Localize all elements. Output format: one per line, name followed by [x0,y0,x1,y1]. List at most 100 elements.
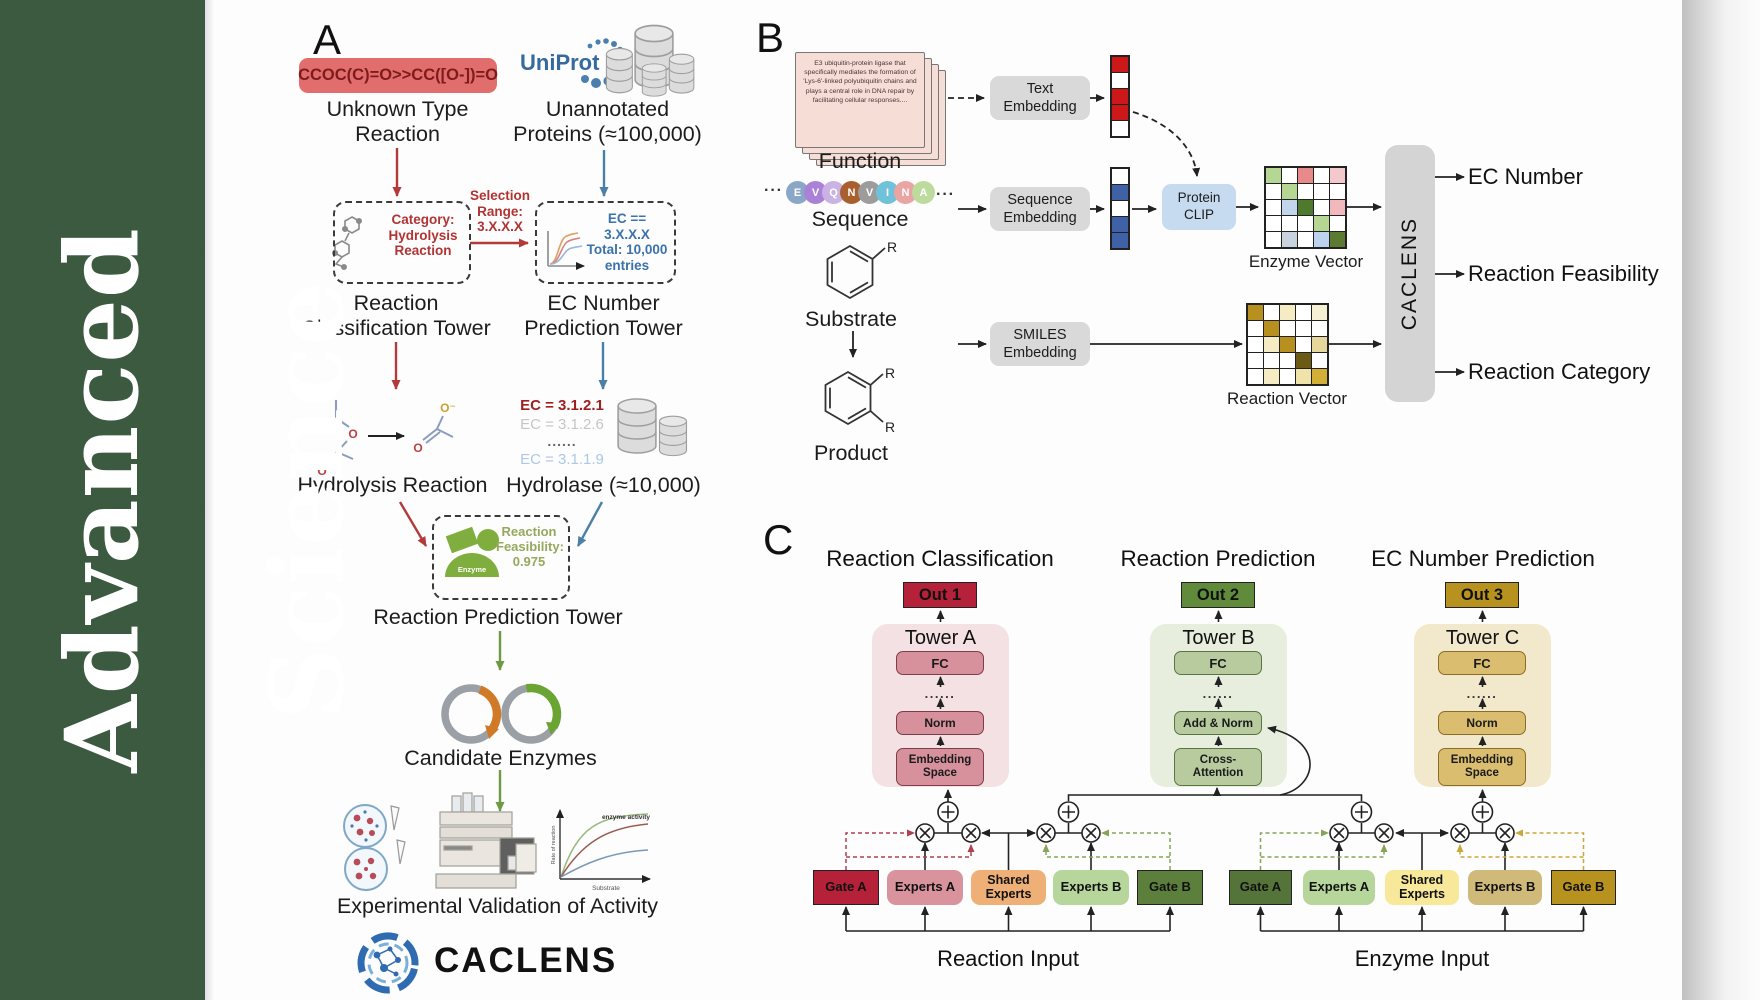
sequence-label: Sequence [811,207,909,231]
candidate-enzymes-label: Candidate Enzymes [404,746,597,770]
ec-prediction-dashed-box [535,201,676,284]
sequence-ellipsis-left: ··· [764,182,783,199]
sequence-embedding-box: Sequence Embedding [990,187,1090,231]
panel-c-label: C [763,516,794,563]
residue-A: A [912,181,935,204]
matrix-cell [1314,232,1329,247]
matrix-cell [1266,216,1281,231]
vector-cell [1112,89,1128,104]
residue-Q: Q [822,181,845,204]
function-card-front: E3 ubiquitin-protein ligase that specifi… [795,52,925,148]
tower-c-dots: ...... [1466,686,1498,701]
multiply-node-icon [961,823,981,843]
matrix-cell [1312,369,1327,384]
multiply-node-icon [1450,823,1470,843]
smiles-reaction-pill: CCOC(C)=O>>CC([O-])=O [298,58,498,93]
reaction-prediction-tower-label: Reaction Prediction Tower [373,605,623,629]
matrix-cell [1280,337,1295,352]
function-card-text: E3 ubiquitin-protein ligase that specifi… [803,60,917,104]
matrix-cell [1248,353,1263,368]
tower-b-dots: ...... [1202,686,1234,701]
output-ec-number: EC Number [1468,164,1583,189]
matrix-cell [1296,369,1311,384]
text-embedding-box: Text Embedding [990,76,1090,120]
tower-c-name: Tower C [1445,627,1520,649]
enzyme-input-label: Enzyme Input [1354,946,1490,971]
output-reaction-feasibility: Reaction Feasibility [1468,261,1659,286]
reaction-experts-a: Experts A [887,870,963,905]
matrix-cell [1296,321,1311,336]
add-node-icon [1350,801,1373,823]
vector-cell [1112,121,1128,136]
residue-V: V [804,181,827,204]
multiply-node-icon [1036,823,1056,843]
smiles-embedding-box: SMILES Embedding [990,322,1090,366]
enzyme-gate-b: Gate B [1551,870,1616,905]
matrix-cell [1282,184,1297,199]
output-reaction-category: Reaction Category [1468,359,1651,384]
enzyme-experts-b: Experts B [1468,870,1542,905]
matrix-cell [1330,200,1345,215]
ec-entry-ellipsis: ...... [547,433,577,449]
matrix-cell [1266,184,1281,199]
matrix-cell [1314,200,1329,215]
function-label: Function [818,149,902,173]
ec-entry: EC = 3.1.1.9 [520,451,604,468]
residue-I: I [876,181,899,204]
matrix-cell [1314,168,1329,183]
panel-b-label: B [756,14,785,61]
matrix-cell [1282,232,1297,247]
journal-banner: Advanced Science [0,0,366,1000]
moe-operator-nodes [915,801,1515,843]
matrix-cell [1264,337,1279,352]
ec-entry: EC = 3.1.2.6 [520,416,604,433]
plasmid-icons [441,683,562,744]
matrix-cell [1314,216,1329,231]
tower-a-embedding-space: Embedding Space [896,748,984,786]
protein-clip-box: Protein CLIP [1162,184,1236,230]
column-title-reaction-prediction: Reaction Prediction [1120,546,1316,571]
matrix-cell [1330,216,1345,231]
panel-a-label: A [313,16,342,63]
uniprot-wordmark: UniProt [520,50,600,75]
carboxylate-molecule: O⁻ O [413,401,456,455]
matrix-cell [1266,200,1281,215]
residue-N: N [894,181,917,204]
experimental-validation-label: Experimental Validation of Activity [336,894,659,918]
matrix-cell [1264,321,1279,336]
reaction-gate-b: Gate B [1137,870,1203,905]
matrix-cell [1330,168,1345,183]
matrix-cell [1312,321,1327,336]
matrix-cell [1296,337,1311,352]
matrix-cell [1312,337,1327,352]
category-text: Category: Hydrolysis Reaction [388,212,458,259]
caclens-logo-icon [357,932,419,994]
hydrolysis-reaction-label: Hydrolysis Reaction [297,473,488,497]
vector-cell [1112,169,1128,184]
reaction-vector-label: Reaction Vector [1226,389,1347,408]
residue-E: E [786,181,809,204]
r-group-label: R [887,239,897,255]
multiply-node-icon [1329,823,1349,843]
matrix-cell [1282,200,1297,215]
substrate-molecule: R [826,239,897,300]
substrate-label: Substrate [804,307,898,331]
ec-filter-text: EC == 3.X.X.X Total: 10,000 entries [586,211,668,273]
matrix-cell [1266,232,1281,247]
matrix-cell [1248,321,1263,336]
matrix-cell [1298,168,1313,183]
vector-cell [1112,105,1128,120]
matrix-cell [1280,321,1295,336]
matrix-cell [1282,168,1297,183]
oxygen-atom-label: O [348,427,357,441]
ec-entry: EC = 3.1.2.1 [520,397,604,414]
feasibility-text: Reaction Feasibility: 0.975 [496,524,564,570]
tower-c-norm: Norm [1438,711,1526,735]
vector-cell [1112,217,1128,232]
ec-number-prediction-tower-label: EC Number Prediction Tower [524,291,683,340]
tower-a-name: Tower A [904,627,977,649]
enzyme-activity-mini-chart: enzyme activity Rate of reaction Substra… [551,809,651,892]
hydrolase-label: Hydrolase (≈10,000) [506,473,701,497]
matrix-cell [1248,337,1263,352]
